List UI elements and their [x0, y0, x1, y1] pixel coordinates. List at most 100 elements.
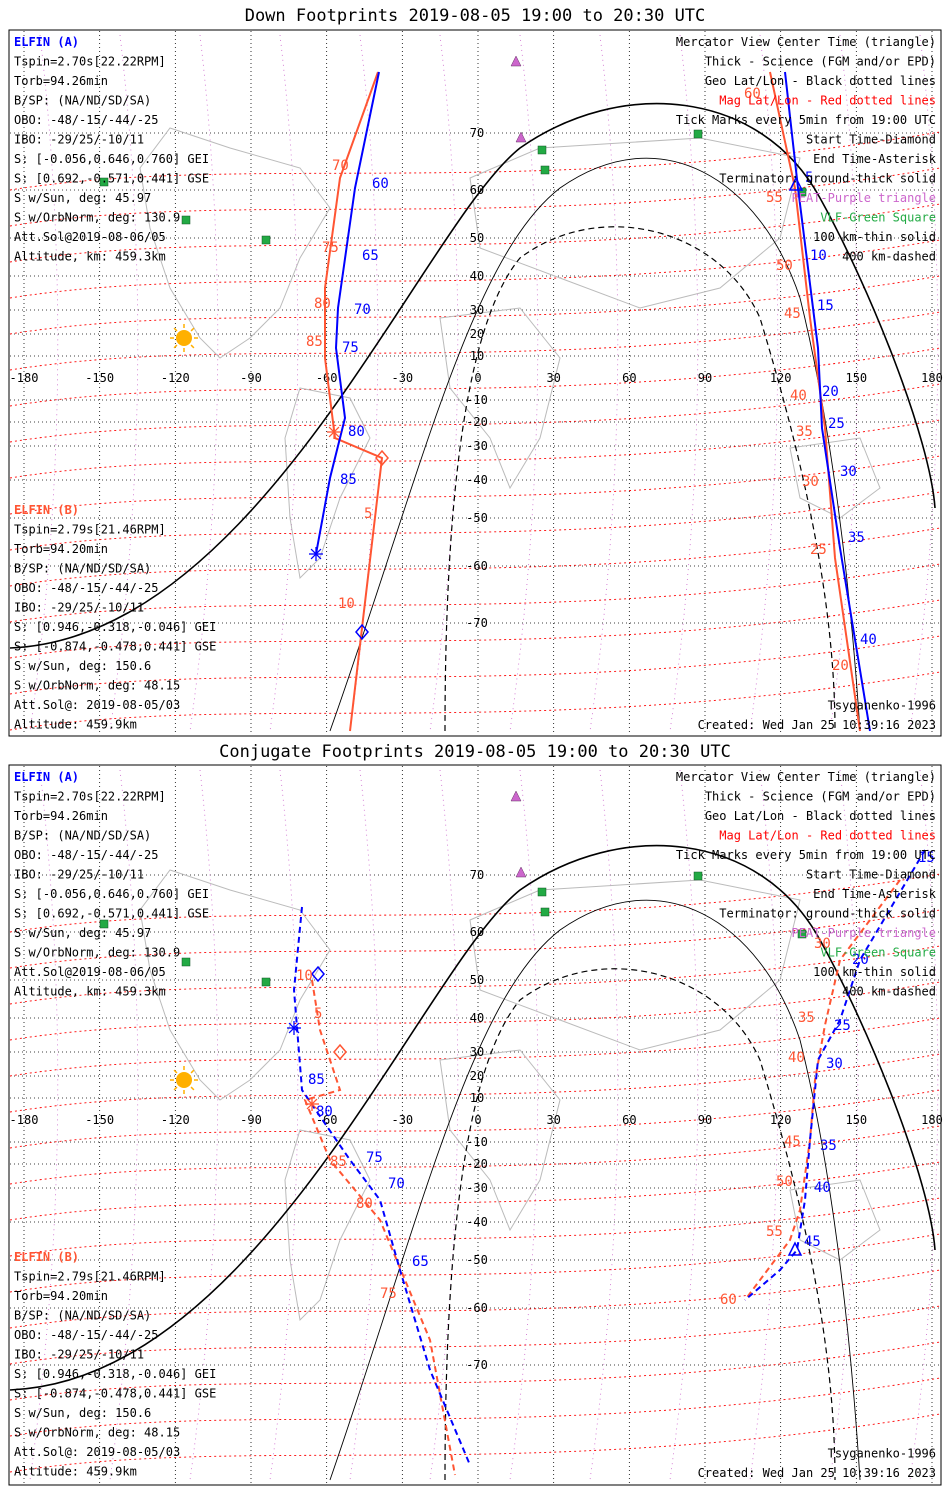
elfin-b-track-west: [324, 71, 384, 732]
lat-tick-label: 50: [470, 231, 484, 245]
vlf-station-square: [693, 871, 703, 881]
terminator-ground: [9, 844, 936, 1391]
terminator-ground: [9, 102, 936, 649]
elfin-b-info-line: Altitude: 459.9km: [14, 718, 137, 732]
elfin-b-tick-label: 80: [314, 296, 331, 312]
elfin-b-info-line: Att.Sol@: 2019-08-05/03: [14, 1445, 180, 1459]
mag-meridian: [189, 769, 219, 1481]
mag-meridian: [109, 769, 139, 1481]
sun-ray: [173, 1086, 178, 1091]
lat-tick-label: 60: [470, 925, 484, 939]
elfin-a-tick-label: 75: [366, 1150, 383, 1166]
lat-tick-label: 20: [470, 327, 484, 341]
elfin-a-tick-label: 40: [860, 632, 877, 648]
lat-tick-label: 70: [470, 126, 484, 140]
terminator-400km: [444, 968, 836, 1481]
elfin-a-info-line: IBO: -29/25/-10/11: [14, 133, 144, 147]
legend-entry: Mag Lat/Lon - Red dotted lines: [719, 829, 936, 843]
elfin-b-info-line: Torb=94.20min: [14, 1289, 108, 1303]
elfin-a-info-line: B/SP: (NA/ND/SD/SA): [14, 94, 151, 108]
sun-ray: [190, 1086, 195, 1091]
created-timestamp: Created: Wed Jan 25 10:39:16 2023: [698, 1466, 936, 1480]
coastline-north-america: [139, 869, 331, 1101]
legend-entry: 400 km-dashed: [842, 250, 936, 264]
lon-tick-label: 30: [546, 1113, 560, 1127]
end-time-asterisk: [328, 426, 340, 438]
elfin-b-info-line: S w/OrbNorm, deg: 48.15: [14, 1426, 180, 1440]
elfin-b-tick-label: 5: [364, 506, 372, 522]
elfin-a-info-line: S w/Sun, deg: 45.97: [14, 191, 151, 205]
end-time-asterisk: [310, 548, 322, 560]
mag-meridian: [589, 769, 619, 1481]
lon-tick-label: 0: [474, 371, 481, 385]
legend-entry: End Time-Asterisk: [813, 887, 937, 901]
coastline-africa: [439, 1049, 561, 1232]
lon-tick-label: 150: [845, 1113, 867, 1127]
elfin-b-info-line: Torb=94.20min: [14, 542, 108, 556]
elfin-a-tick-label: 85: [340, 472, 357, 488]
elfin-b-tick-label: 35: [798, 1010, 815, 1026]
mag-meridian: [429, 34, 459, 732]
vlf-station-square: [537, 145, 547, 155]
peat-station-triangle: [515, 866, 527, 878]
elfin-a-track-east: [744, 849, 926, 1301]
elfin-b-tick-label: 60: [744, 86, 761, 102]
elfin-a-info-line: OBO: -48/-15/-44/-25: [14, 113, 159, 127]
panel-title: Conjugate Footprints 2019-08-05 19:00 to…: [219, 742, 731, 762]
elfin-b-tick-label: 75: [380, 1286, 397, 1302]
elfin-a-info-line: Att.Sol@2019-08-06/05: [14, 965, 166, 979]
legend-entry: Geo Lat/Lon - Black dotted lines: [705, 809, 936, 823]
elfin-b-info-line: IBO: -29/25/-10/11: [14, 1348, 144, 1362]
legend-entry: Mercator View Center Time (triangle): [676, 770, 936, 784]
elfin-b-tick-label: 75: [322, 240, 339, 256]
vlf-station-square: [537, 887, 547, 897]
elfin-b-tick-label: 50: [776, 1174, 793, 1190]
elfin-b-tick-label: 30: [814, 936, 831, 952]
vlf-station-square: [261, 977, 271, 987]
legend-entry: End Time-Asterisk: [813, 152, 937, 166]
lat-tick-label: 40: [470, 269, 484, 283]
elfin-b-tick-label: 45: [784, 306, 801, 322]
lon-tick-label: 150: [845, 371, 867, 385]
elfin-a-info-line: S w/OrbNorm, deg: 130.9: [14, 211, 180, 225]
sun-ray: [173, 1069, 178, 1074]
lat-tick-label: -20: [466, 415, 488, 429]
start-time-diamond: [311, 965, 325, 983]
elfin-b-info-line: S w/OrbNorm, deg: 48.15: [14, 679, 180, 693]
lat-tick-label: 10: [470, 1091, 484, 1105]
elfin-a-info-line: Tspin=2.70s[22.22RPM]: [14, 790, 166, 804]
elfin-b-tick-label: 60: [720, 1292, 737, 1308]
elfin-b-tick-label: 80: [356, 1196, 373, 1212]
legend-entry: VLF-Green Square: [820, 946, 936, 960]
elfin-b-info-line: B/SP: (NA/ND/SD/SA): [14, 562, 151, 576]
elfin-b-info-line: S w/Sun, deg: 150.6: [14, 1406, 151, 1420]
center-time-triangle: [787, 1241, 803, 1256]
elfin-b-info-line: Att.Sol@: 2019-08-05/03: [14, 698, 180, 712]
elfin-b-tick-label: 50: [776, 258, 793, 274]
elfin-a-tick-label: 25: [834, 1018, 851, 1034]
lat-tick-label: -70: [466, 616, 488, 630]
lat-tick-label: -30: [466, 439, 488, 453]
model-label: Tsyganenko-1996: [828, 699, 936, 713]
elfin-b-info-line: S w/Sun, deg: 150.6: [14, 659, 151, 673]
peat-station-triangle: [515, 131, 527, 143]
lon-tick-label: -150: [85, 1113, 114, 1127]
elfin-b-info-line: ELFIN (B): [14, 1250, 79, 1264]
mag-meridian: [829, 769, 859, 1481]
elfin-b-tick-label: 55: [766, 1224, 783, 1240]
elfin-a-info-line: S: [0.692,-0.571,0.441] GSE: [14, 907, 209, 921]
conjugate-footprints-panel: Conjugate Footprints 2019-08-05 19:00 to…: [8, 742, 943, 1486]
elfin-a-tick-label: 60: [372, 176, 389, 192]
coastline-north-america: [139, 127, 331, 359]
legend-entry: PEAT-Purple triangle: [792, 926, 937, 940]
elfin-a-info-line: S: [-0.056,0.646,0.760] GEI: [14, 152, 209, 166]
mercator-map: -180 -150 -120 -90 -60 -30 0 30 60 90 120 150 180 70 6…: [10, 31, 943, 735]
elfin-b-tick-label: 25: [810, 542, 827, 558]
elfin-a-info-line: Torb=94.26min: [14, 809, 108, 823]
elfin-a-tick-label: 10: [810, 248, 827, 264]
peat-station-triangle: [510, 790, 522, 802]
elfin-a-tick-label: 40: [814, 1180, 831, 1196]
coastline-eurasia: [469, 137, 801, 309]
elfin-a-info-line: B/SP: (NA/ND/SD/SA): [14, 829, 151, 843]
lon-tick-label: 30: [546, 371, 560, 385]
